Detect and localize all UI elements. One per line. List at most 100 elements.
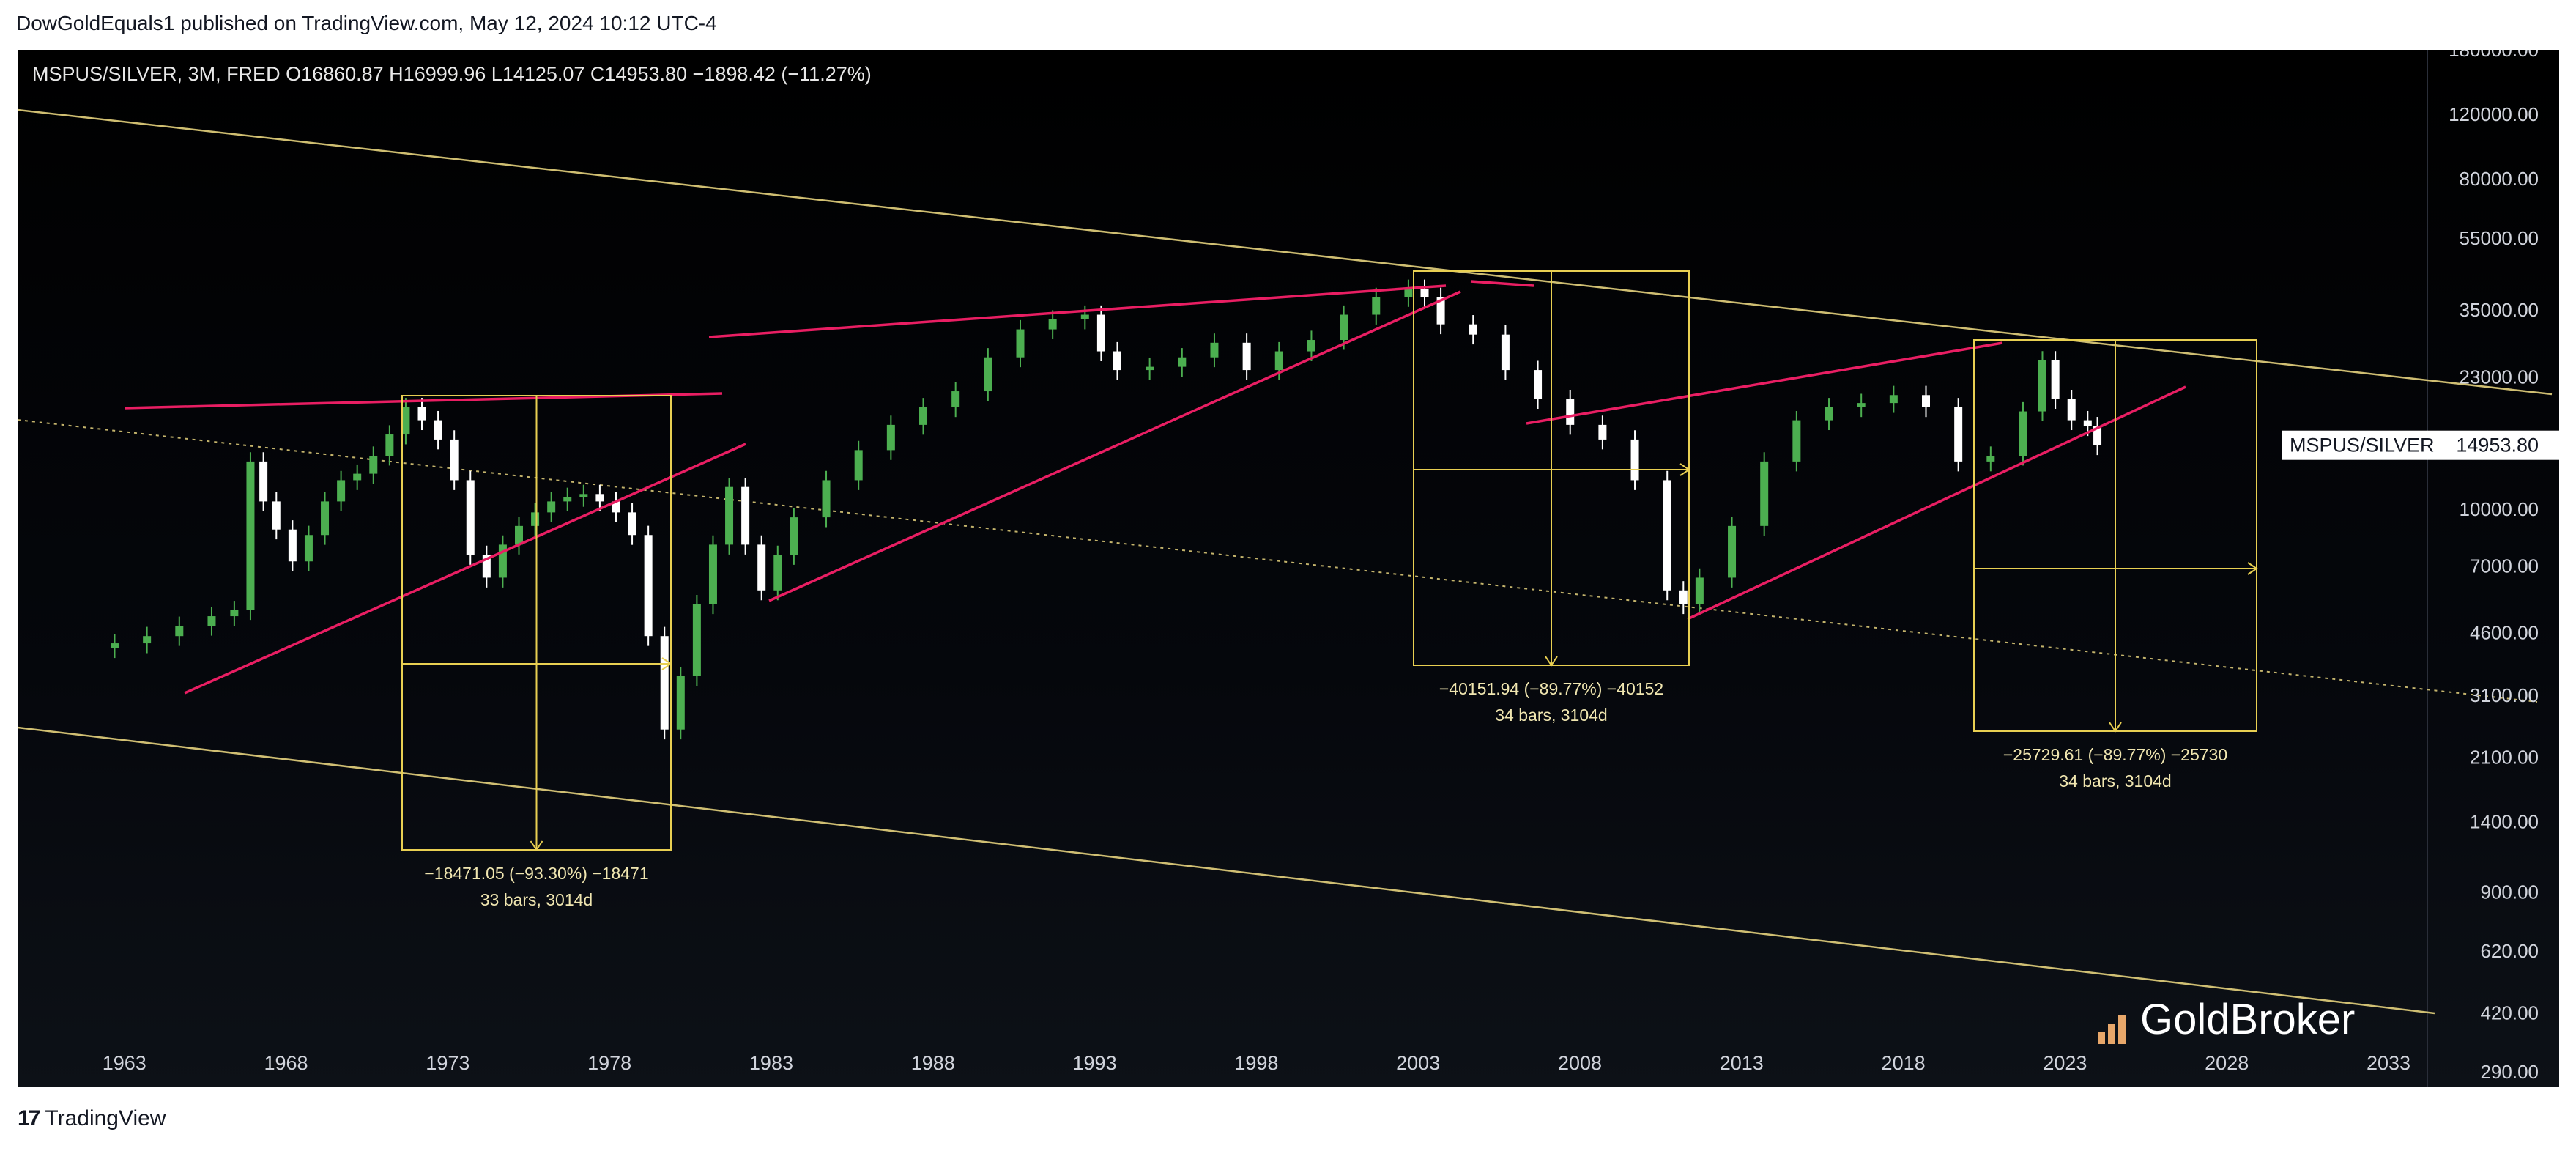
measure-arrow-right [661,657,672,670]
candle-body [110,643,119,648]
candle-body [2093,426,2102,445]
candle-body [272,501,281,530]
symbol-legend: MSPUS/SILVER, 3M, FRED O16860.87 H16999.… [32,63,872,85]
candle-body [1242,342,1251,371]
candle-body [1922,395,1931,407]
measure-label-change: −25729.61 (−89.77%) −25730 [2003,745,2227,764]
measure-arrow-right [2247,562,2258,575]
candle-body [207,616,216,626]
candle-body [886,424,895,451]
trend-line [1470,280,1534,287]
candle-body [692,604,701,676]
y-tick-label: 290.00 [2480,1061,2539,1083]
candle-body [1566,399,1575,425]
candle-body [369,456,378,474]
candle-body [741,486,750,545]
candle-body [531,512,540,526]
candle-body [288,529,297,562]
y-tick-label: 180000.00 [2449,50,2539,61]
candle-body [1857,403,1866,407]
publisher-line: DowGoldEquals1 published on TradingView.… [16,12,717,34]
candle-body [1630,439,1639,481]
candle-body [1469,324,1477,335]
candle-body [143,636,152,644]
x-tick-label: 1963 [103,1052,146,1074]
trend-line [1687,385,2186,621]
candle-body [1404,289,1413,297]
candle-body [676,676,685,730]
y-tick-label: 3100.00 [2470,684,2539,706]
candle-body [919,407,928,425]
candle-body [790,517,798,555]
x-tick-label: 1968 [264,1052,308,1074]
mid-channel-dotted-line [18,419,2538,703]
candle-body [259,461,268,502]
y-tick-label: 80000.00 [2460,168,2539,190]
candle-body [514,525,523,545]
x-tick-label: 1978 [587,1052,631,1074]
candle-body [1598,424,1607,440]
y-tick-label: 900.00 [2480,881,2539,903]
candle-body [951,391,960,407]
candle-body [1372,297,1381,315]
candle-body [401,407,410,435]
candle-body [385,434,394,456]
candle-body [595,494,604,502]
candle-body [708,544,717,604]
candle-body [579,494,588,497]
measure-label-bars: 34 bars, 3104d [2059,771,2171,791]
measure-arrow-right [1679,463,1690,476]
measure-label-bars: 33 bars, 3014d [480,890,593,909]
y-tick-label: 10000.00 [2460,498,2539,520]
candle-body [1048,319,1057,330]
lower-channel-line [18,726,2435,1015]
upper-channel-line [18,108,2553,396]
candle-body [498,544,507,578]
tradingview-logo[interactable]: 17 TradingView [18,1106,166,1131]
candle-body [1420,289,1429,297]
y-tick-label: 420.00 [2480,1002,2539,1024]
price-tag-value: 14953.80 [2456,434,2539,456]
candle-body [1307,340,1315,352]
candle-body [822,480,831,518]
candle-body [2019,411,2027,456]
candle-body [644,535,653,637]
x-tick-label: 2023 [2043,1052,2087,1074]
footer-brand: TradingView [45,1106,166,1130]
x-tick-label: 1988 [911,1052,955,1074]
x-tick-label: 1973 [426,1052,469,1074]
candle-body [984,357,992,392]
candle-body [321,501,330,536]
candle-body [1096,314,1105,352]
candle-body [628,512,636,536]
x-tick-label: 1983 [749,1052,793,1074]
candle-body [1016,329,1025,358]
candle-body [1340,314,1348,341]
candle-body [2067,399,2076,421]
price-tag-box [2282,430,2559,460]
price-chart[interactable]: −18471.05 (−93.30%) −18471 33 bars, 3014d… [18,50,2559,1087]
x-tick-label: 2008 [1558,1052,1602,1074]
trend-line [184,443,746,695]
measure-label-change: −18471.05 (−93.30%) −18471 [424,864,648,883]
candle-body [854,450,863,481]
price-tag-symbol: MSPUS/SILVER [2290,434,2435,456]
candle-body [1663,480,1671,591]
footer-bar: 17 TradingView [0,1092,2576,1151]
y-tick-label: 55000.00 [2460,227,2539,249]
candle-body [1113,351,1121,371]
candle-body [1274,351,1283,371]
measure-arrow-down [1545,656,1558,667]
measure-arrow-down [530,840,543,851]
chart-area[interactable]: −18471.05 (−93.30%) −18471 33 bars, 3014d… [18,50,2559,1087]
candle-body [304,535,313,562]
candle-body [1986,456,1995,462]
candle-body [757,544,766,591]
measure-label-bars: 34 bars, 3104d [1495,706,1607,725]
y-tick-label: 620.00 [2480,940,2539,962]
candle-body [2038,360,2046,412]
candle-body [450,439,459,481]
candle-body [1825,407,1833,421]
candle-body [725,486,734,545]
x-tick-label: 1998 [1234,1052,1278,1074]
